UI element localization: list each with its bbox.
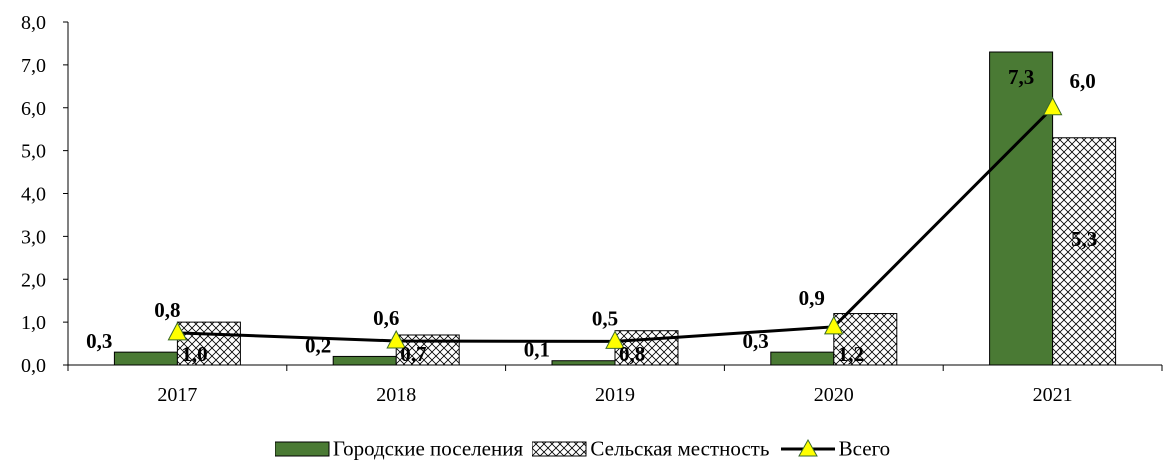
bar-rural (614, 330, 679, 366)
data-label-urban: 0,3 (86, 329, 112, 353)
bar-urban (989, 51, 1054, 366)
data-label-rural: 1,2 (838, 342, 864, 366)
data-label-total: 0,9 (799, 286, 825, 310)
bar-rural (176, 321, 241, 366)
data-label-urban: 7,3 (1008, 65, 1034, 89)
y-tick-label: 0,0 (21, 355, 46, 377)
bar-rural (1052, 137, 1117, 366)
legend-item-total: Всего (779, 435, 891, 462)
data-label-total: 0,8 (154, 298, 180, 322)
data-label-total: 0,5 (592, 306, 618, 330)
legend-swatch-rural (531, 441, 587, 457)
bar-urban (551, 360, 616, 366)
data-label-total: 6,0 (1069, 69, 1095, 93)
x-tick-label: 2020 (814, 384, 854, 406)
bar-urban (113, 351, 178, 366)
y-tick-label: 8,0 (21, 12, 46, 34)
legend: Городские поселения Сельская местность В… (0, 434, 1165, 462)
legend-label-urban: Городские поселения (332, 436, 524, 461)
y-tick-label: 3,0 (21, 226, 46, 248)
bar-urban (770, 351, 835, 366)
data-label-urban: 0,1 (524, 338, 550, 362)
legend-swatch-total (780, 439, 835, 457)
bar-urban (332, 355, 397, 366)
legend-swatch-urban (274, 441, 330, 457)
legend-label-rural: Сельская местность (590, 436, 770, 461)
y-tick-label: 6,0 (21, 98, 46, 120)
total-marker (823, 315, 844, 335)
total-marker (167, 321, 188, 341)
total-line (167, 96, 1063, 349)
data-labels: 0,31,00,80,2 0,70,60,1 0,80,50,31,20,97,35… (86, 65, 1097, 366)
data-label-urban: 0,3 (743, 329, 769, 353)
x-tick-label: 2019 (595, 384, 635, 406)
data-label-urban: 0,2 (305, 333, 331, 357)
total-marker (386, 329, 407, 349)
data-label-rural: 0,7 (400, 342, 426, 366)
y-tick-label: 7,0 (21, 55, 46, 77)
data-label-rural: 1,0 (181, 342, 207, 366)
x-tick-label: 2017 (157, 384, 197, 406)
data-label-rural: 5,3 (1071, 227, 1097, 251)
total-marker (1042, 96, 1063, 116)
x-tick-label: 2021 (1033, 384, 1073, 406)
y-tick-label: 2,0 (21, 269, 46, 291)
y-tick-label: 4,0 (21, 184, 46, 206)
chart: 0,0 1,0 2,0 3,0 4,0 5,0 6,0 7,0 8,0 2017 2018 2019 2… (21, 12, 1163, 406)
data-label-total: 0,6 (373, 306, 399, 330)
data-label-rural: 0,8 (619, 342, 645, 366)
y-tick-label: 5,0 (21, 141, 46, 163)
bar-rural (833, 313, 898, 366)
total-marker (605, 330, 625, 349)
axes: 0,0 1,0 2,0 3,0 4,0 5,0 6,0 7,0 8,0 2017 2018 2019 2… (21, 12, 1163, 406)
y-tick-label: 1,0 (21, 312, 46, 334)
legend-item-rural: Сельская местность (531, 435, 770, 462)
x-tick-label: 2018 (376, 384, 416, 406)
legend-item-urban: Городские поселения (274, 435, 524, 462)
legend-label-total: Всего (838, 436, 891, 461)
